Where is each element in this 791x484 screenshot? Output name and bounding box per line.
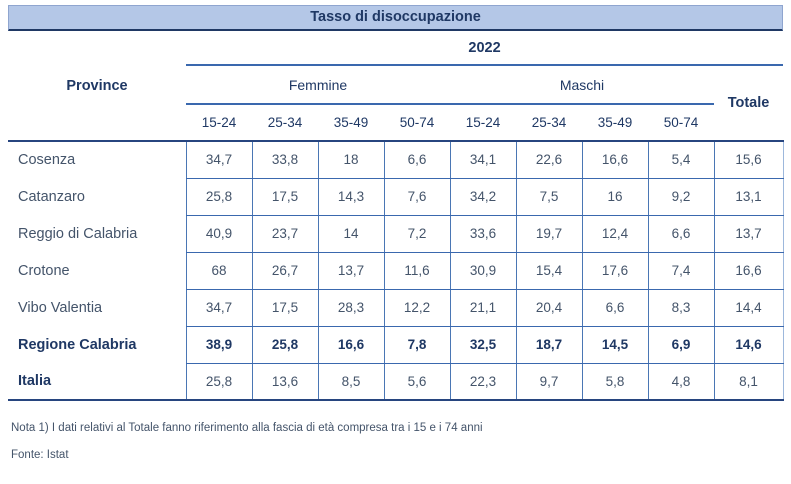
province-cell: Reggio di Calabria (18, 225, 138, 242)
value-cell: 12,4 (581, 215, 648, 253)
value-cell: 7,6 (383, 178, 450, 216)
value-cell: 21,1 (449, 289, 516, 327)
age-header: 25-34 (516, 104, 582, 142)
footnote: Nota 1) I dati relativi al Totale fanno … (11, 422, 483, 434)
table-row: Crotone 68 26,7 13,7 11,6 30,9 15,4 17,6… (8, 252, 784, 290)
value-cell: 16,6 (581, 141, 648, 179)
table-row: Catanzaro 25,8 17,5 14,3 7,6 34,2 7,5 16… (8, 178, 784, 216)
value-cell: 6,9 (647, 326, 714, 364)
value-cell: 8,3 (647, 289, 714, 327)
value-cell: 13,7 (317, 252, 384, 290)
total-header: Totale (714, 65, 784, 142)
value-cell: 30,9 (449, 252, 516, 290)
value-cell: 17,5 (251, 289, 318, 327)
value-cell: 15,6 (713, 141, 784, 179)
group-header-maschi: Maschi (450, 65, 714, 105)
value-cell: 7,2 (383, 215, 450, 253)
value-cell: 14 (317, 215, 384, 253)
value-cell: 14,3 (317, 178, 384, 216)
header-row-year: Province 2022 (8, 31, 784, 142)
value-cell: 33,6 (449, 215, 516, 253)
value-cell: 25,8 (185, 178, 252, 216)
value-cell: 9,2 (647, 178, 714, 216)
province-cell: Cosenza (18, 152, 76, 168)
table-row: Cosenza 34,7 33,8 18 6,6 34,1 22,6 16,6 … (8, 141, 784, 179)
page: Tasso di disoccupazione Province 2022 Fe… (8, 5, 784, 461)
value-cell: 68 (185, 252, 252, 290)
age-header: 50-74 (384, 104, 450, 142)
age-header: 15-24 (450, 104, 516, 142)
value-cell: 13,7 (713, 215, 784, 253)
header-row-gender: Femmine Maschi Totale (8, 65, 784, 142)
table-row: Vibo Valentia 34,7 17,5 28,3 12,2 21,1 2… (8, 289, 784, 327)
province-cell: Italia (8, 363, 186, 401)
value-cell: 16 (581, 178, 648, 216)
age-header: 50-74 (648, 104, 714, 142)
value-cell: 38,9 (185, 326, 252, 364)
value-cell: 13,1 (713, 178, 784, 216)
value-cell: 5,6 (383, 363, 450, 401)
value-cell: 5,8 (581, 363, 648, 401)
value-cell: 14,5 (581, 326, 648, 364)
value-cell: 14,4 (713, 289, 784, 327)
value-cell: 6,6 (647, 215, 714, 253)
table-title: Tasso di disoccupazione (310, 9, 481, 25)
value-cell: 18 (317, 141, 384, 179)
value-cell: 7,5 (515, 178, 582, 216)
age-header: 35-49 (582, 104, 648, 142)
value-cell: 16,6 (713, 252, 784, 290)
value-cell: 11,6 (383, 252, 450, 290)
value-cell: 34,7 (185, 141, 252, 179)
value-cell: 25,8 (251, 326, 318, 364)
value-cell: 15,4 (515, 252, 582, 290)
value-cell: 7,8 (383, 326, 450, 364)
value-cell: 9,7 (515, 363, 582, 401)
value-cell: 5,4 (647, 141, 714, 179)
value-cell: 16,6 (317, 326, 384, 364)
value-cell: 7,4 (647, 252, 714, 290)
value-cell: 6,6 (581, 289, 648, 327)
value-cell: 4,8 (647, 363, 714, 401)
value-cell: 8,1 (713, 363, 784, 401)
table-row: Reggio di Calabria 40,9 23,7 14 7,2 33,6… (8, 215, 784, 253)
province-cell: Crotone (18, 262, 70, 279)
province-header: Province (8, 31, 186, 142)
value-cell: 28,3 (317, 289, 384, 327)
age-header: 25-34 (252, 104, 318, 142)
value-cell: 20,4 (515, 289, 582, 327)
table-title-bar: Tasso di disoccupazione (8, 5, 783, 31)
value-cell: 17,6 (581, 252, 648, 290)
value-cell: 23,7 (251, 215, 318, 253)
value-cell: 34,7 (185, 289, 252, 327)
value-cell: 19,7 (515, 215, 582, 253)
value-cell: 14,6 (713, 326, 784, 364)
value-cell: 18,7 (515, 326, 582, 364)
value-cell: 26,7 (251, 252, 318, 290)
value-cell: 34,2 (449, 178, 516, 216)
province-cell: Regione Calabria (18, 336, 137, 353)
unemployment-table: Province 2022 Femmine Maschi Totale 15-2… (8, 31, 784, 401)
province-cell: Vibo Valentia (18, 299, 103, 316)
group-header-femmine: Femmine (186, 65, 450, 105)
age-header: 35-49 (318, 104, 384, 142)
age-header: 15-24 (186, 104, 252, 142)
value-cell: 6,6 (383, 141, 450, 179)
value-cell: 13,6 (251, 363, 318, 401)
year-header: 2022 (186, 31, 784, 66)
value-cell: 22,6 (515, 141, 582, 179)
value-cell: 34,1 (449, 141, 516, 179)
value-cell: 8,5 (317, 363, 384, 401)
value-cell: 32,5 (449, 326, 516, 364)
value-cell: 33,8 (251, 141, 318, 179)
value-cell: 17,5 (251, 178, 318, 216)
table-row-region-total: Regione Calabria 38,9 25,8 16,6 7,8 32,5… (8, 326, 784, 364)
province-cell: Catanzaro (18, 188, 85, 205)
source-note: Fonte: Istat (11, 449, 69, 461)
value-cell: 12,2 (383, 289, 450, 327)
value-cell: 25,8 (185, 363, 252, 401)
table-row-italy: Italia 25,8 13,6 8,5 5,6 22,3 9,7 5,8 4,… (8, 363, 784, 401)
value-cell: 22,3 (449, 363, 516, 401)
header-row-age: 15-24 25-34 35-49 50-74 15-24 25-34 35-4… (8, 104, 783, 142)
value-cell: 40,9 (185, 215, 252, 253)
